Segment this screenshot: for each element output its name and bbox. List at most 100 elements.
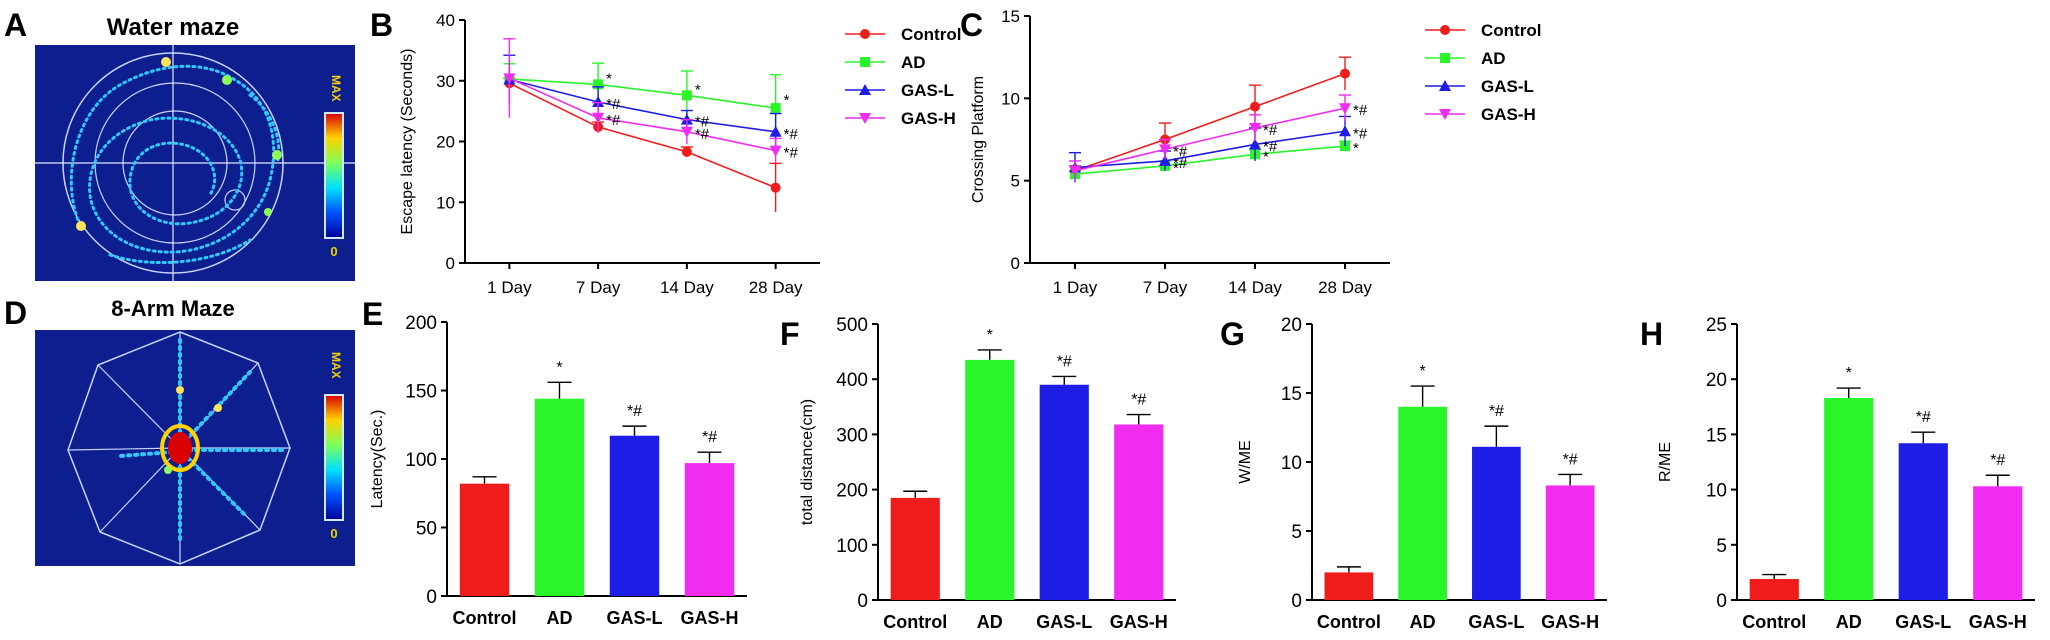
legend-marker xyxy=(859,84,871,95)
scale-max-label: MAX xyxy=(329,75,343,102)
significance-label: *# xyxy=(1353,102,1368,119)
y-tick-label: 15 xyxy=(1706,425,1727,446)
hotspot xyxy=(222,75,232,85)
bar-gas-h xyxy=(1973,486,2023,600)
data-point xyxy=(680,126,693,138)
x-tick-label: 14 Day xyxy=(1228,278,1282,297)
data-point xyxy=(1159,154,1171,166)
y-tick-label: 500 xyxy=(836,315,868,336)
series-control: Control xyxy=(1069,21,1541,176)
hotspot xyxy=(164,466,172,474)
data-point xyxy=(769,145,782,157)
y-axis-label: W/ME xyxy=(1237,440,1254,484)
bar-ad xyxy=(1824,397,1874,600)
x-tick-label: AD xyxy=(977,612,1003,632)
bar-ad xyxy=(534,398,585,596)
x-tick-label: GAS-H xyxy=(1969,612,2027,632)
series-line-gas-l xyxy=(1074,130,1346,169)
data-point xyxy=(1249,138,1261,150)
legend-marker xyxy=(1440,25,1450,35)
significance-label: * xyxy=(784,92,790,109)
x-tick-label: AD xyxy=(1410,612,1436,632)
data-point xyxy=(1069,165,1081,177)
legend-marker xyxy=(860,57,870,67)
significance-label: *# xyxy=(695,126,710,143)
heatmap-d-scale: MAX 0 xyxy=(324,352,344,541)
series-line-gas-l xyxy=(509,78,776,133)
series-gas-h: *#*#*#GAS-H xyxy=(1069,94,1536,181)
x-tick-label: GAS-L xyxy=(1895,612,1951,632)
y-tick-label: 0 xyxy=(426,587,437,608)
series-line-ad xyxy=(1074,145,1346,175)
y-tick-label: 25 xyxy=(1706,315,1727,336)
bar-gas-l xyxy=(1472,446,1521,600)
x-tick-label: GAS-L xyxy=(1468,612,1524,632)
significance-label: * xyxy=(695,81,701,98)
significance-label: *# xyxy=(784,145,799,162)
series-line-gas-h xyxy=(1074,107,1346,172)
wme-bar-chart: 0 5 10 15 20 W/ME Control AD * GAS-L *# GAS-H *# xyxy=(1237,315,1607,632)
bar-control xyxy=(1749,579,1799,600)
legend-label: Control xyxy=(1481,21,1541,40)
data-point xyxy=(681,90,692,101)
x-tick-label: GAS-H xyxy=(1110,612,1168,632)
y-tick-label: 5 xyxy=(1716,536,1727,557)
significance-label: *# xyxy=(1916,409,1931,426)
heatmap-a-scale: MAX 0 xyxy=(324,75,344,259)
x-tick-label: 1 Day xyxy=(487,278,532,297)
bar-gas-h xyxy=(1545,485,1595,600)
total-distance-bar-chart: 0 100 200 300 400 500 total distance(cm) Contro… xyxy=(799,315,1176,632)
x-tick-label: AD xyxy=(1836,612,1862,632)
series-gas-h: *#*#*#GAS-H xyxy=(503,38,956,163)
y-tick-label: 5 xyxy=(1291,522,1302,543)
significance-label: * xyxy=(987,327,993,344)
series-gas-l: *#*#*#GAS-L xyxy=(503,54,954,151)
x-tick-label: 7 Day xyxy=(1143,278,1188,297)
panel-label-g: G xyxy=(1220,316,1245,352)
y-tick-label: 15 xyxy=(1001,7,1020,26)
x-tick-label: Control xyxy=(1742,612,1806,632)
legend-label: GAS-L xyxy=(1481,77,1534,96)
significance-label: *# xyxy=(1489,403,1504,420)
significance-label: * xyxy=(1846,365,1852,382)
bar-ad xyxy=(1398,406,1447,600)
hotspot xyxy=(76,221,86,231)
data-point xyxy=(592,112,605,124)
escape-latency-line-chart: 0 10 20 30 40 1 Day 7 Day 14 Day 28 Day Escape la… xyxy=(399,11,961,297)
data-point xyxy=(1339,103,1351,115)
significance-label: *# xyxy=(1263,138,1278,155)
series-control: Control xyxy=(503,25,961,212)
data-point xyxy=(1339,125,1351,137)
x-tick-label: Control xyxy=(1317,612,1381,632)
significance-label: *# xyxy=(1990,452,2005,469)
legend-label: AD xyxy=(901,53,926,72)
y-axis-label: Escape latency (Seconds) xyxy=(399,49,416,235)
significance-label: *# xyxy=(1131,392,1146,409)
color-scale-bar xyxy=(324,112,344,239)
y-tick-label: 5 xyxy=(1011,172,1020,191)
panel-label-h: H xyxy=(1640,316,1663,352)
bar-gas-l xyxy=(609,435,660,596)
data-point xyxy=(592,96,605,108)
significance-label: *# xyxy=(606,96,621,113)
legend-label: AD xyxy=(1481,49,1506,68)
panel-label-e: E xyxy=(362,296,383,332)
hotspot xyxy=(264,208,272,216)
hotspot xyxy=(272,150,282,160)
panel-label-f: F xyxy=(780,316,800,352)
center-hotspot xyxy=(168,432,192,464)
y-tick-label: 20 xyxy=(1281,315,1302,336)
color-scale-bar xyxy=(324,394,344,521)
significance-label: *# xyxy=(1563,451,1578,468)
y-tick-label: 100 xyxy=(405,450,437,471)
y-tick-label: 400 xyxy=(836,370,868,391)
x-tick-label: GAS-H xyxy=(681,608,739,628)
significance-label: *# xyxy=(702,429,717,446)
y-axis-label: Latency(Sec.) xyxy=(369,410,386,509)
bar-gas-h xyxy=(684,463,735,596)
data-point xyxy=(1159,144,1171,156)
x-tick-label: 1 Day xyxy=(1053,278,1098,297)
series-line-ad xyxy=(509,78,776,109)
y-tick-label: 150 xyxy=(405,382,437,403)
